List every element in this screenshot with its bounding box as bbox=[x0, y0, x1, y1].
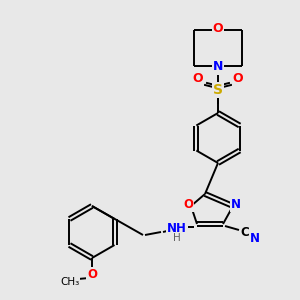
Text: O: O bbox=[87, 268, 97, 281]
Text: O: O bbox=[233, 73, 243, 85]
Text: O: O bbox=[183, 199, 193, 212]
Text: N: N bbox=[213, 61, 223, 74]
Text: NH: NH bbox=[167, 223, 187, 236]
Text: N: N bbox=[231, 199, 241, 212]
Text: C: C bbox=[241, 226, 249, 238]
Text: N: N bbox=[250, 232, 260, 244]
Text: H: H bbox=[173, 233, 181, 243]
Text: S: S bbox=[213, 83, 223, 97]
Text: O: O bbox=[193, 73, 203, 85]
Text: O: O bbox=[213, 22, 223, 35]
Text: CH₃: CH₃ bbox=[60, 277, 80, 287]
